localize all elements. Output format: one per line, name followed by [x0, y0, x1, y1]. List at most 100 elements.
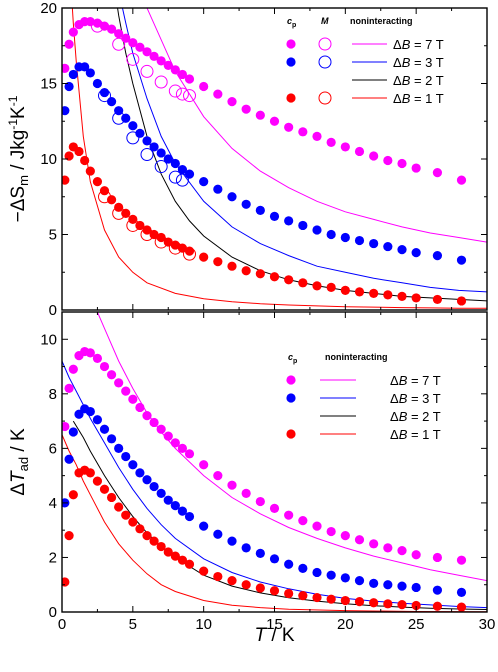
- cp-point: [312, 592, 322, 603]
- cp-point: [241, 543, 251, 553]
- cp-point: [269, 554, 280, 564]
- legend-cp-marker: [286, 375, 296, 385]
- cp-point: [298, 591, 308, 601]
- cp-point: [114, 502, 124, 512]
- cp-point: [177, 243, 188, 253]
- cp-point: [199, 252, 209, 262]
- legend-label: ΔB = 3 T: [390, 391, 441, 406]
- legend-label: ΔB = 2 T: [393, 73, 444, 88]
- legend-header: cp: [287, 16, 296, 29]
- cp-point: [432, 601, 443, 611]
- cp-point: [121, 510, 131, 520]
- cp-point: [397, 158, 407, 169]
- cp-point: [199, 177, 209, 187]
- M-point: [168, 170, 182, 184]
- cp-point: [284, 510, 294, 520]
- cp-point: [184, 246, 195, 256]
- noninteracting-line-0: [146, 8, 487, 243]
- cp-point: [432, 585, 443, 595]
- cp-point: [312, 281, 322, 291]
- cp-point: [340, 142, 350, 152]
- legend-M-marker: [318, 91, 332, 105]
- cp-point: [163, 495, 173, 505]
- legend-label: ΔB = 7 T: [390, 373, 441, 388]
- legend-header: M: [321, 16, 329, 26]
- cp-point: [85, 16, 95, 27]
- cp-point: [85, 348, 95, 358]
- cp-point: [269, 586, 280, 596]
- cp-point: [456, 602, 467, 612]
- M-point: [168, 84, 182, 98]
- cp-point: [456, 296, 467, 306]
- cp-point: [255, 548, 265, 558]
- legend-M-marker: [318, 37, 332, 51]
- cp-point: [99, 87, 110, 98]
- cp-point: [199, 460, 209, 470]
- cp-point: [177, 69, 188, 80]
- cp-point: [298, 127, 308, 137]
- bottom-plot-area: [62, 312, 487, 612]
- cp-point: [62, 106, 70, 116]
- cp-point: [411, 163, 421, 173]
- cp-point: [121, 33, 131, 43]
- cp-point: [99, 186, 110, 196]
- legend-cp-marker: [286, 93, 296, 103]
- legend-label: ΔB = 2 T: [390, 409, 441, 424]
- cp-point: [163, 237, 173, 247]
- cp-point: [213, 184, 223, 194]
- M-point: [154, 75, 168, 89]
- cp-point: [135, 42, 145, 52]
- cp-point: [383, 155, 393, 166]
- cp-point: [184, 449, 195, 459]
- cp-point: [142, 136, 152, 146]
- cp-point: [354, 287, 365, 297]
- cp-point: [456, 587, 467, 597]
- cp-point: [64, 81, 74, 92]
- cp-point: [156, 424, 166, 434]
- cp-point: [269, 116, 280, 126]
- cp-point: [163, 547, 173, 557]
- legend-label: ΔB = 1 T: [390, 427, 441, 442]
- cp-point: [170, 501, 180, 511]
- cp-point: [340, 285, 350, 295]
- cp-point: [177, 506, 188, 516]
- cp-point: [241, 488, 251, 498]
- y-tick-label: 0: [49, 604, 57, 621]
- cp-point: [213, 471, 223, 481]
- cp-point: [369, 238, 379, 249]
- cp-point: [199, 521, 209, 531]
- cp-point: [354, 235, 365, 246]
- cp-point: [92, 18, 103, 28]
- cp-point: [80, 62, 90, 72]
- x-tick-label: 10: [195, 616, 212, 633]
- cp-point: [340, 573, 350, 583]
- cp-point: [227, 192, 237, 202]
- x-axis-label: T / K: [254, 625, 294, 646]
- cp-point: [227, 536, 237, 546]
- cp-point: [326, 526, 336, 537]
- cp-point: [128, 214, 138, 224]
- cp-point: [326, 594, 336, 604]
- cp-point: [312, 131, 322, 141]
- cp-point: [156, 56, 166, 66]
- legend-cp-marker: [286, 57, 296, 67]
- x-tick-label: 0: [58, 616, 66, 633]
- cp-point: [411, 293, 421, 303]
- cp-point: [92, 476, 103, 486]
- cp-point: [397, 581, 407, 591]
- x-tick-label: 25: [408, 616, 425, 633]
- cp-point: [177, 555, 188, 565]
- legend-M-marker: [318, 55, 332, 69]
- noninteracting-line-3: [62, 434, 487, 612]
- cp-point: [114, 202, 124, 212]
- cp-point: [269, 211, 280, 221]
- cp-point: [135, 220, 145, 231]
- cp-point: [284, 559, 294, 569]
- cp-point: [255, 269, 265, 279]
- cp-point: [62, 175, 70, 185]
- cp-point: [135, 402, 145, 413]
- cp-point: [64, 383, 74, 393]
- cp-point: [369, 151, 379, 161]
- cp-point: [354, 576, 365, 586]
